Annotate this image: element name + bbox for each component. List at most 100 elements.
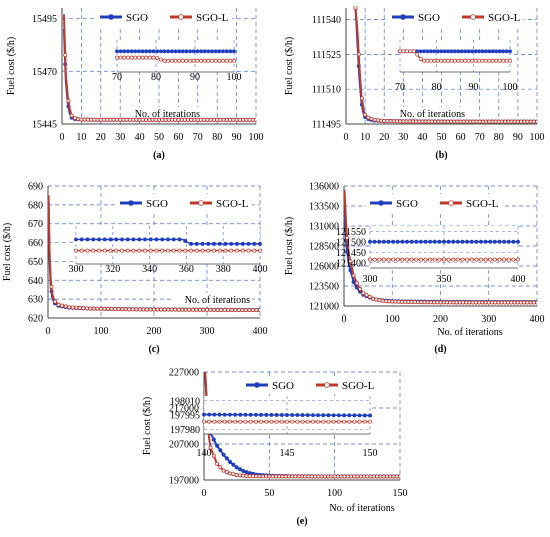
inset-data-point <box>400 239 405 244</box>
inset-y-tick-label: 121500 <box>336 237 366 248</box>
inset-data-point <box>446 49 451 54</box>
data-point <box>444 300 449 305</box>
inset-data-point <box>217 58 222 63</box>
data-point <box>351 273 356 278</box>
data-point <box>120 307 125 312</box>
data-point <box>390 299 395 304</box>
inset-x-tick-label: 150 <box>363 448 378 459</box>
data-point <box>403 299 408 304</box>
data-point <box>353 6 358 10</box>
y-tick-label: 690 <box>28 182 43 193</box>
inset-data-point <box>213 58 218 63</box>
y-tick-label: 227000 <box>169 368 199 379</box>
data-point <box>399 299 404 304</box>
data-point <box>244 473 249 478</box>
inset-data-point <box>435 49 440 54</box>
inset-data-point <box>194 241 199 246</box>
data-point <box>116 307 121 312</box>
chart-panel-4: 0 100 200 300 400 121000 123500 126000 128500 131… <box>284 182 545 356</box>
data-point <box>380 298 385 303</box>
inset-data-point <box>460 257 465 262</box>
y-tick-label: 111540 <box>312 15 341 26</box>
x-axis-title: No. of iterations <box>329 503 394 514</box>
data-point <box>394 474 399 479</box>
data-point <box>212 307 217 312</box>
data-point <box>522 300 527 305</box>
x-tick-label: 0 <box>60 132 65 143</box>
y-tick-label: 123500 <box>309 282 339 293</box>
inset-data-point <box>395 257 400 262</box>
inset-data-point <box>233 412 238 417</box>
inset-data-point <box>184 49 189 54</box>
inset-data-point <box>451 257 456 262</box>
inset-x-tick-label: 380 <box>216 264 231 275</box>
inset-data-point <box>184 58 189 63</box>
data-point <box>417 119 422 124</box>
inset-data-point <box>206 58 211 63</box>
inset-data-point <box>158 49 163 54</box>
data-point <box>60 303 65 308</box>
data-point <box>439 119 444 124</box>
inset-data-point <box>169 49 174 54</box>
data-point <box>189 117 194 122</box>
inset-data-point <box>238 419 243 424</box>
y-tick-label: 128500 <box>309 242 339 253</box>
inset-data-point <box>386 239 391 244</box>
data-point <box>442 119 447 124</box>
inset-data-point <box>252 248 257 253</box>
inset-data-point <box>222 419 227 424</box>
inset-y-tick-label: 121450 <box>336 248 366 259</box>
inset-data-point <box>488 257 493 262</box>
inset-data-point <box>102 237 107 242</box>
inset-data-point <box>439 49 444 54</box>
data-point <box>219 307 224 312</box>
data-point <box>525 300 530 305</box>
data-point <box>493 119 498 124</box>
inset-data-point <box>217 241 222 246</box>
data-point <box>98 117 103 122</box>
inset-data-point <box>133 49 138 54</box>
data-point <box>391 474 396 479</box>
data-point <box>84 306 89 311</box>
inset-data-point <box>422 58 427 63</box>
data-point <box>419 300 424 305</box>
inset-data-point <box>432 257 437 262</box>
data-point <box>237 473 242 478</box>
data-point <box>95 306 100 311</box>
data-point <box>67 305 72 310</box>
data-point <box>515 119 520 124</box>
data-point <box>381 474 386 479</box>
data-point <box>429 119 434 124</box>
data-point <box>467 300 472 305</box>
inset-data-point <box>202 49 207 54</box>
inset-data-point <box>137 248 142 253</box>
inset-x-tick-label: 145 <box>280 448 295 459</box>
inset-data-point <box>140 55 145 60</box>
inset-x-tick-label: 340 <box>142 264 157 275</box>
data-point <box>197 307 202 312</box>
inset-data-point <box>347 413 352 418</box>
data-point <box>414 119 419 124</box>
data-point <box>362 474 367 479</box>
inset-data-point <box>316 419 321 424</box>
inset-data-point <box>243 419 248 424</box>
data-point <box>306 474 311 479</box>
data-point <box>113 307 118 312</box>
inset-x-tick-label: 360 <box>179 264 194 275</box>
inset-data-point <box>446 257 451 262</box>
data-point <box>194 307 199 312</box>
data-point <box>425 300 430 305</box>
data-point <box>241 473 246 478</box>
data-point <box>215 117 220 122</box>
data-point <box>176 307 181 312</box>
data-point <box>218 117 223 122</box>
inset-data-point <box>79 248 84 253</box>
inset-data-point <box>386 257 391 262</box>
inset-data-point <box>91 237 96 242</box>
chart-panel-3: 0 100 200 300 400 620 630 640 650 660 670 680 690 Fue… <box>2 182 268 356</box>
data-point <box>361 291 366 296</box>
data-point <box>388 119 393 124</box>
chart-panel-1: 0 10 20 30 40 50 60 70 80 90 100 15445 15470 15495 Fue… <box>6 8 264 161</box>
data-point <box>428 300 433 305</box>
data-point <box>290 474 295 479</box>
